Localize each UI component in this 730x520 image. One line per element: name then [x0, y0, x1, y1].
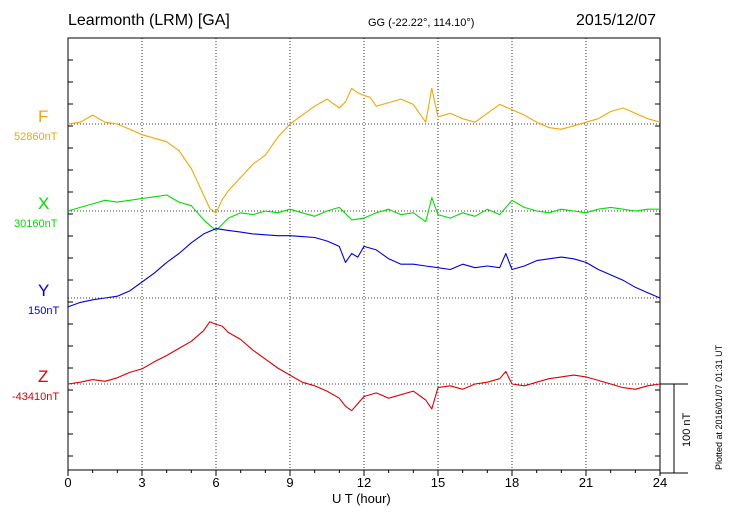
scale-bar-label: 100 nT — [681, 412, 693, 447]
channel-z-baseline: -43410nT — [12, 391, 60, 403]
x-tick-label: 24 — [653, 475, 667, 490]
x-tick-label: 21 — [579, 475, 593, 490]
channel-x-label: X — [38, 194, 50, 213]
channel-x-baseline: 30160nT — [14, 218, 58, 230]
date-label: 2015/12/07 — [576, 12, 657, 29]
series-line-z — [67, 321, 661, 412]
channel-y-baseline: 150nT — [28, 305, 60, 317]
x-tick-label: 0 — [64, 475, 71, 490]
x-tick-label: 18 — [505, 475, 519, 490]
x-tick-label: 6 — [212, 475, 219, 490]
series-line-x — [67, 194, 660, 232]
x-tick-label: 3 — [138, 475, 145, 490]
station-title: Learmonth (LRM) [GA] — [68, 12, 230, 29]
x-tick-label: 15 — [431, 475, 445, 490]
series-line-f — [67, 87, 661, 214]
channel-f-label: F — [38, 107, 49, 126]
series-line-y — [67, 228, 661, 308]
x-tick-label: 12 — [357, 475, 371, 490]
x-axis-title: U T (hour) — [332, 491, 391, 506]
channel-f-baseline: 52860nT — [14, 131, 58, 143]
plotted-timestamp: Plotted at 2016/01/07 01:31 UT — [714, 344, 724, 470]
coordinates-label: GG (-22.22°, 114.10°) — [368, 17, 475, 29]
x-tick-label: 9 — [286, 475, 293, 490]
channel-z-label: Z — [38, 367, 49, 386]
channel-y-label: Y — [38, 281, 50, 300]
